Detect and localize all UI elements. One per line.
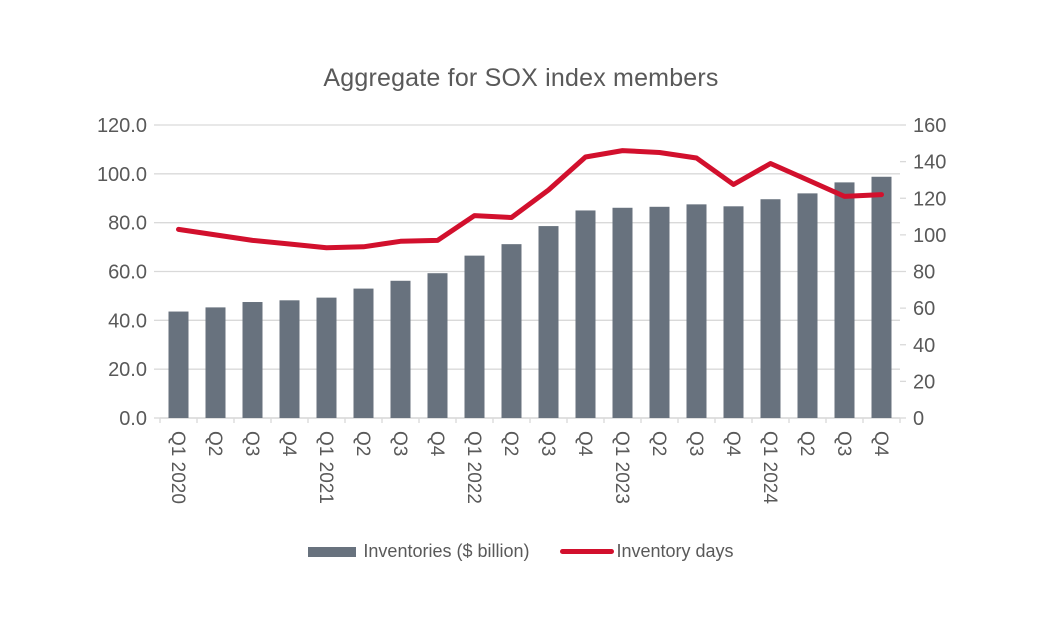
inventory-bar-12 (575, 210, 596, 418)
inventory-bar-2 (205, 307, 226, 418)
inventory-bar-11 (538, 226, 559, 418)
right-axis-label: 140 (913, 152, 946, 174)
right-axis-label: 160 (913, 115, 946, 137)
inventory-bar-5 (316, 297, 337, 418)
line-series-swatch (559, 549, 614, 554)
x-axis-label: Q1 2024 (759, 431, 780, 504)
inventory-bar-14 (649, 206, 670, 418)
x-axis-label: Q2 (500, 431, 521, 456)
x-axis-label: Q3 (685, 431, 706, 456)
x-axis-label: Q4 (278, 431, 299, 457)
x-axis-label: Q2 (352, 431, 373, 456)
inventory-bar-6 (353, 288, 374, 418)
right-axis-label: 60 (913, 298, 935, 320)
left-axis-label: 20.0 (108, 359, 147, 381)
x-axis-label: Q1 2020 (167, 431, 188, 504)
x-axis-label: Q4 (722, 431, 743, 457)
inventory-bar-9 (464, 255, 485, 418)
inventory-bar-15 (686, 204, 707, 418)
left-axis-label: 0.0 (119, 408, 147, 430)
inventory-bar-20 (871, 176, 892, 418)
x-axis-label: Q3 (537, 431, 558, 456)
left-axis-label: 40.0 (108, 310, 147, 332)
bar-series-swatch (308, 546, 357, 557)
legend-item-inventory-days: Inventory days (559, 541, 734, 562)
x-axis-label: Q3 (833, 431, 854, 456)
inventory-bar-18 (797, 193, 818, 418)
left-axis-label: 80.0 (108, 213, 147, 235)
inventory-bar-1 (168, 311, 189, 418)
right-axis-label: 20 (913, 371, 935, 393)
x-axis-label: Q3 (389, 431, 410, 456)
right-axis-label: 80 (913, 262, 935, 284)
inventory-bar-16 (723, 206, 744, 418)
right-axis-label: 40 (913, 335, 935, 357)
legend-item-inventories: Inventories ($ billion) (308, 541, 530, 562)
inventory-bar-8 (427, 273, 448, 418)
x-axis-label: Q4 (574, 431, 595, 457)
inventory-bar-4 (279, 300, 300, 418)
x-axis-label: Q2 (204, 431, 225, 456)
left-axis-label: 60.0 (108, 262, 147, 284)
right-axis-label: 0 (913, 408, 924, 430)
left-axis-label: 120.0 (97, 115, 147, 137)
right-axis-label: 120 (913, 188, 946, 210)
x-axis-label: Q1 2023 (611, 431, 632, 504)
right-axis-label: 100 (913, 225, 946, 247)
x-axis-label: Q1 2022 (463, 431, 484, 504)
x-axis-label: Q2 (796, 431, 817, 456)
legend-label-inventories: Inventories ($ billion) (363, 541, 530, 561)
inventory-bar-10 (501, 244, 522, 418)
x-axis-label: Q2 (648, 431, 669, 456)
inventory-bar-19 (834, 182, 855, 418)
chart-title: Aggregate for SOX index members (323, 64, 719, 92)
inventory-bar-3 (242, 302, 263, 418)
left-axis-label: 100.0 (97, 164, 147, 186)
inventory-days-line (176, 148, 884, 251)
legend-label-inventory-days: Inventory days (616, 541, 734, 561)
legend: Inventories ($ billion) Inventory days (0, 541, 1042, 562)
inventory-bar-13 (612, 207, 633, 418)
inventory-bar-7 (390, 280, 411, 418)
x-axis-label: Q3 (241, 431, 262, 456)
x-axis-label: Q4 (870, 431, 891, 457)
inventory-bar-17 (760, 199, 781, 418)
x-axis-label: Q1 2021 (315, 431, 336, 504)
x-axis-label: Q4 (426, 431, 447, 457)
